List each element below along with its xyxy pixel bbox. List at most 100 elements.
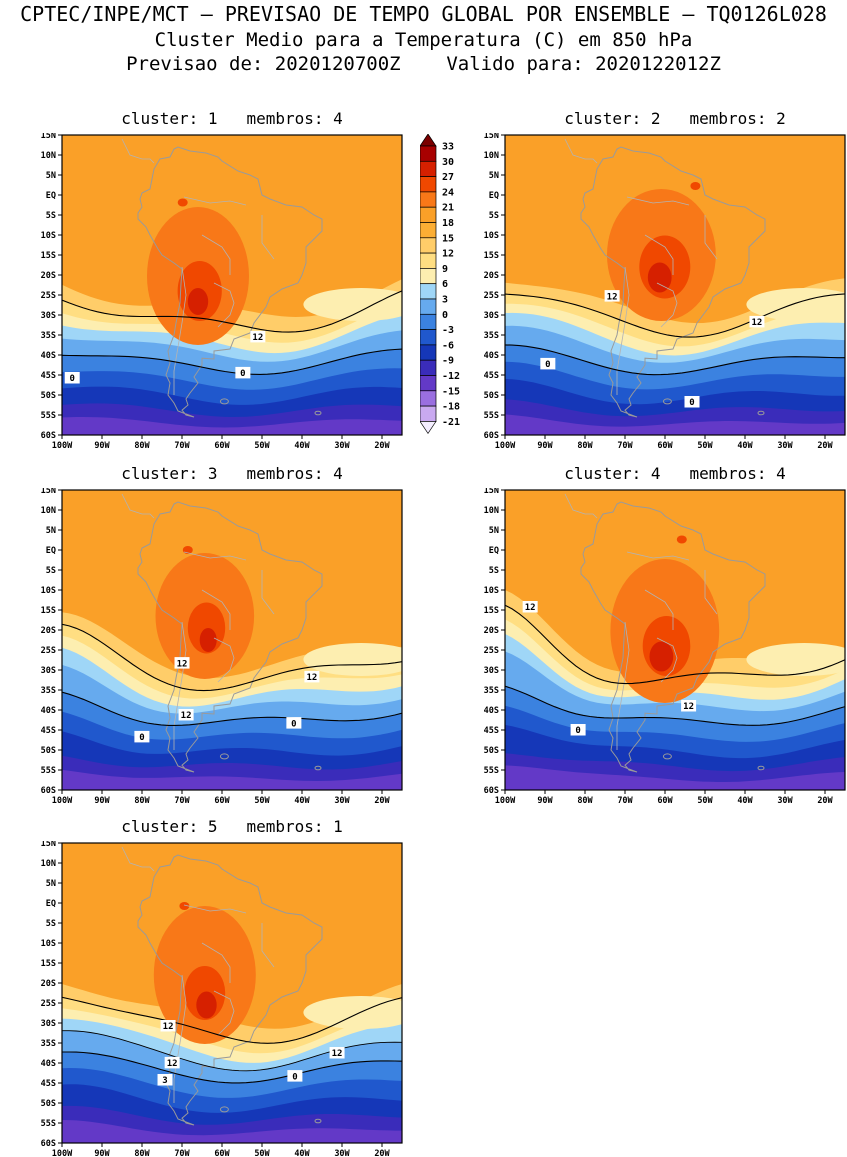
- lat-tick-label: 50S: [484, 746, 499, 756]
- lat-tick-label: 15S: [484, 251, 499, 261]
- lat-tick-label: 60S: [41, 786, 56, 796]
- lon-tick-label: 50W: [254, 441, 270, 451]
- lon-tick-label: 20W: [817, 796, 833, 806]
- lon-tick-label: 40W: [294, 796, 310, 806]
- chart-header: CPTEC/INPE/MCT — PREVISAO DE TEMPO GLOBA…: [0, 2, 847, 75]
- colorbar-tick-label: -18: [442, 402, 460, 413]
- panel-title-cluster-1: cluster: 1 membros: 4: [121, 109, 343, 128]
- contour-labels: 12 12 0: [522, 601, 697, 736]
- latitude-axis: 15N 10N 5N EQ 5S 10S 15S 20S 25S 30S 35S 40S 45S 50S 5…: [484, 488, 505, 796]
- lat-tick-label: 45S: [484, 726, 499, 736]
- lat-tick-label: 40S: [484, 706, 499, 716]
- lat-tick-label: 20S: [41, 626, 56, 636]
- lon-tick-label: 50W: [254, 1149, 270, 1157]
- panel-title-cluster-4: cluster: 4 membros: 4: [564, 464, 786, 483]
- lon-tick-label: 60W: [657, 796, 673, 806]
- lon-tick-label: 90W: [94, 1149, 110, 1157]
- lat-tick-label: 45S: [41, 371, 56, 381]
- chart-subtitle: Cluster Medio para a Temperatura (C) em …: [154, 29, 693, 51]
- lon-tick-label: 70W: [174, 796, 190, 806]
- lon-tick-label: 70W: [617, 796, 633, 806]
- lat-tick-label: 15N: [484, 488, 499, 496]
- lon-tick-label: 50W: [697, 441, 713, 451]
- lat-tick-label: 10N: [41, 151, 56, 161]
- lon-tick-label: 60W: [214, 1149, 230, 1157]
- lat-tick-label: 10S: [41, 231, 56, 241]
- contour-label: 12: [683, 702, 694, 712]
- lon-tick-label: 30W: [334, 441, 350, 451]
- lat-tick-label: 45S: [41, 1079, 56, 1089]
- temperature-colorbar: 33 30 27 24 21 18 15 12 9 6 3 0 -3 -6 -9 -12 -15 -18 -21: [420, 134, 484, 436]
- lon-tick-label: 80W: [134, 796, 150, 806]
- contour-label: 12: [177, 659, 188, 669]
- contour-label: 0: [545, 360, 550, 370]
- lon-tick-label: 20W: [817, 441, 833, 451]
- colorbar-tick-label: 18: [442, 218, 454, 229]
- contour-label: 0: [240, 369, 245, 379]
- contour-label: 12: [525, 603, 536, 613]
- lat-tick-label: 15S: [41, 251, 56, 261]
- lat-tick-label: 30S: [41, 311, 56, 321]
- lat-tick-label: 10S: [484, 586, 499, 596]
- contour-label: 0: [139, 733, 144, 743]
- lon-tick-label: 100W: [495, 441, 516, 451]
- map-field: 12 12 0 0: [505, 135, 845, 435]
- lat-tick-label: 20S: [484, 626, 499, 636]
- lon-tick-label: 40W: [737, 796, 753, 806]
- lon-tick-label: 100W: [52, 796, 73, 806]
- lon-tick-label: 20W: [374, 1149, 390, 1157]
- contour-label: 12: [181, 711, 192, 721]
- lat-tick-label: 5N: [46, 526, 56, 536]
- colorbar-tick-label: 15: [442, 233, 454, 244]
- contour-labels: 12 12 12 0 0: [134, 657, 320, 743]
- contour-labels: 12 12 0 0: [540, 290, 765, 408]
- contour-label: 12: [167, 1059, 178, 1069]
- lat-tick-label: 50S: [41, 1099, 56, 1109]
- longitude-axis: 100W 90W 80W 70W 60W 50W 40W 30W 20W: [495, 435, 834, 451]
- panel-title-cluster-2: cluster: 2 membros: 2: [564, 109, 786, 128]
- temperature-map-cluster-3: 12 12 12 0 0 15N 10N 5N EQ 5S 10S 15S 20S 25S 30S 35S 40…: [41, 488, 403, 806]
- lat-tick-label: 50S: [41, 391, 56, 401]
- colorbar-tick-label: 24: [442, 187, 454, 198]
- lon-tick-label: 80W: [577, 441, 593, 451]
- colorbar-tick-label: 9: [442, 264, 448, 275]
- lat-tick-label: 15S: [41, 959, 56, 969]
- colorbar-tick-label: 3: [442, 295, 448, 306]
- lon-tick-label: 70W: [617, 441, 633, 451]
- lat-tick-label: 10S: [41, 939, 56, 949]
- latitude-axis: 15N 10N 5N EQ 5S 10S 15S 20S 25S 30S 35S 40S 45S 50S 5…: [484, 133, 505, 441]
- lat-tick-label: 15S: [41, 606, 56, 616]
- lon-tick-label: 90W: [94, 441, 110, 451]
- lat-tick-label: 25S: [484, 646, 499, 656]
- cluster-panel-2: cluster: 2 membros: 2 12 12 0 0 15N 10N 5N EQ 5S…: [471, 109, 847, 451]
- lon-tick-label: 90W: [94, 796, 110, 806]
- lat-tick-label: 40S: [484, 351, 499, 361]
- colorbar-tick-label: -21: [442, 417, 460, 428]
- lat-tick-label: 5S: [489, 211, 499, 221]
- contour-label: 12: [163, 1022, 174, 1032]
- contour-label: 0: [69, 374, 74, 384]
- coastline: [121, 493, 323, 773]
- cluster-panel-1: cluster: 1 membros: 4 12 0 0 15N 10N 5N EQ 5S 10…: [28, 109, 420, 451]
- latitude-axis: 15N 10N 5N EQ 5S 10S 15S 20S 25S 30S 35S 40S 45S 50S 5…: [41, 133, 62, 441]
- temperature-map-cluster-2: 12 12 0 0 15N 10N 5N EQ 5S 10S 15S 20S 25S 30S 35S 40S 4…: [484, 133, 846, 451]
- longitude-axis: 100W 90W 80W 70W 60W 50W 40W 30W 20W: [52, 435, 391, 451]
- colorbar-tick-label: 33: [442, 142, 454, 153]
- contour-label: 12: [306, 673, 317, 683]
- lon-tick-label: 50W: [697, 796, 713, 806]
- lat-tick-label: 15N: [41, 841, 56, 849]
- lat-tick-label: 5S: [46, 211, 56, 221]
- contour-label: 12: [752, 318, 763, 328]
- cluster-panel-5: cluster: 5 membros: 1 12 12 12 3 0 15N 10N 5N EQ…: [28, 817, 420, 1157]
- lat-tick-label: 10N: [41, 859, 56, 869]
- colorbar-tick-label: -12: [442, 371, 460, 382]
- lat-tick-label: 10S: [484, 231, 499, 241]
- longitude-axis: 100W 90W 80W 70W 60W 50W 40W 30W 20W: [52, 1143, 391, 1157]
- lon-tick-label: 60W: [657, 441, 673, 451]
- lat-tick-label: 5N: [489, 171, 499, 181]
- coastline: [564, 493, 766, 773]
- contour-label: 0: [689, 398, 694, 408]
- contour-labels: 12 0 0: [64, 330, 266, 384]
